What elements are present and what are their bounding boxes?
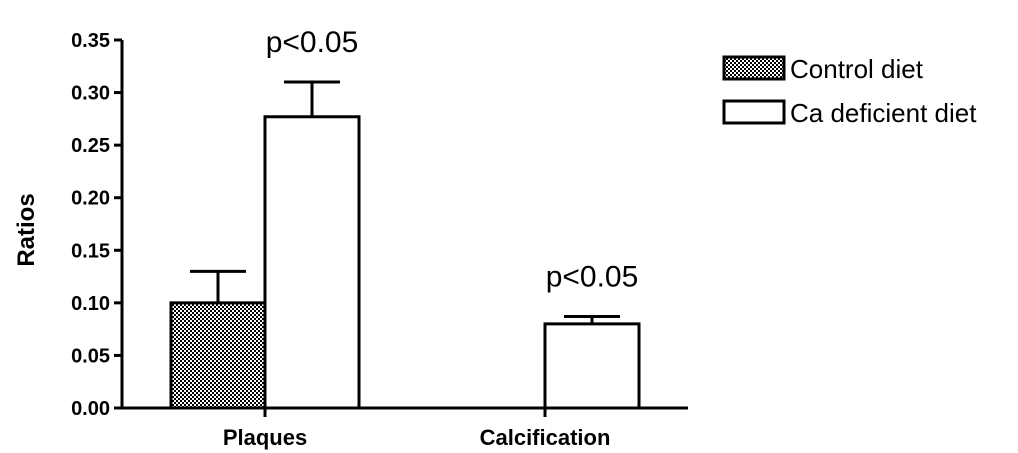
bar xyxy=(169,301,267,410)
y-axis: 0.00 0.05 0.10 0.15 0.20 0.25 0.30 0.35 xyxy=(71,30,124,420)
y-tick-label: 0.35 xyxy=(71,30,110,52)
y-tick-label: 0.10 xyxy=(71,293,110,315)
y-tick-label: 0.15 xyxy=(71,240,110,262)
y-axis-label: Ratios xyxy=(13,193,40,266)
bars xyxy=(169,115,641,410)
y-tick-label: 0.00 xyxy=(71,398,110,420)
bar xyxy=(263,115,361,410)
p-value-annotation: p<0.05 xyxy=(266,26,359,59)
x-axis: Plaques Calcification xyxy=(114,406,688,450)
legend-swatch xyxy=(722,99,786,125)
p-value-annotation: p<0.05 xyxy=(546,261,639,294)
x-tick-label: Calcification xyxy=(480,425,611,450)
y-tick-label: 0.20 xyxy=(71,188,110,210)
bar xyxy=(543,322,641,410)
x-tick-label: Plaques xyxy=(223,425,307,450)
error-bars xyxy=(190,80,620,324)
legend: Control diet Ca deficient diet xyxy=(722,54,977,128)
legend-label: Ca deficient diet xyxy=(790,98,977,128)
annotations: p<0.05 p<0.05 xyxy=(266,26,639,293)
y-tick-label: 0.30 xyxy=(71,83,110,105)
y-tick-label: 0.25 xyxy=(71,135,110,157)
legend-label: Control diet xyxy=(790,54,924,84)
legend-swatch xyxy=(722,55,786,81)
y-tick-label: 0.05 xyxy=(71,345,110,367)
